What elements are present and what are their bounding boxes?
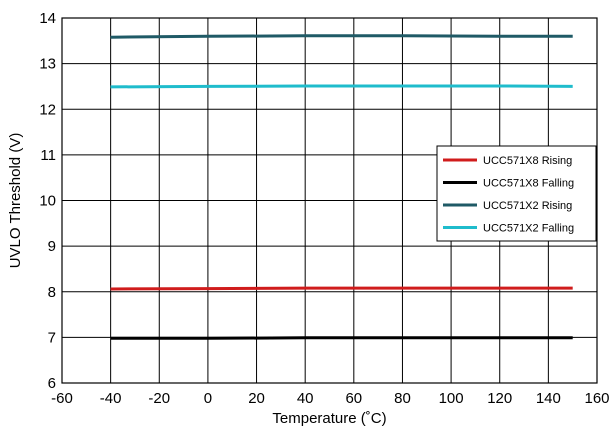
y-tick-label: 10 [39, 193, 56, 210]
y-tick-label: 11 [40, 147, 56, 164]
x-tick-label: -60 [51, 390, 73, 407]
x-tick-label: 20 [248, 390, 265, 407]
x-tick-label: -20 [148, 390, 170, 407]
y-tick-label: 8 [48, 284, 56, 301]
legend-label: UCC571X8 Falling [483, 178, 574, 190]
series-line-1 [110, 286, 573, 291]
y-tick-label: 9 [48, 238, 56, 255]
x-tick-label: 160 [584, 390, 609, 407]
legend-label: UCC571X2 Falling [483, 223, 574, 235]
series-line-3 [110, 34, 573, 39]
x-axis-title: Temperature (˚C) [272, 410, 386, 427]
y-axis-title: UVLO Threshold (V) [7, 133, 24, 269]
x-axis-ticks: -60 -40 -20 0 20 40 60 80 100 120 140 160 [51, 390, 609, 407]
x-tick-label: 140 [536, 390, 561, 407]
plot-frame [61, 17, 598, 384]
x-tick-label: -40 [100, 390, 122, 407]
legend-label: UCC571X2 Rising [483, 200, 572, 212]
y-tick-label: 13 [39, 56, 56, 73]
legend: UCC571X8 Rising UCC571X8 Falling UCC571X2 … [436, 145, 597, 242]
y-tick-label: 14 [39, 10, 56, 27]
x-tick-label: 100 [439, 390, 464, 407]
x-tick-label: 0 [204, 390, 212, 407]
series-line-4 [110, 84, 573, 89]
series-group [110, 34, 573, 340]
y-axis-ticks: 6 7 8 9 10 11 12 13 14 [39, 10, 56, 392]
x-tick-label: 60 [345, 390, 362, 407]
x-tick-label: 80 [394, 390, 411, 407]
legend-box [436, 145, 597, 242]
y-tick-label: 12 [39, 101, 56, 118]
x-tick-label: 120 [487, 390, 512, 407]
y-tick-label: 6 [48, 375, 56, 392]
series-line-2 [110, 336, 573, 340]
y-tick-label: 7 [48, 329, 56, 346]
x-tick-label: 40 [297, 390, 314, 407]
legend-label: UCC571X8 Rising [483, 155, 572, 167]
